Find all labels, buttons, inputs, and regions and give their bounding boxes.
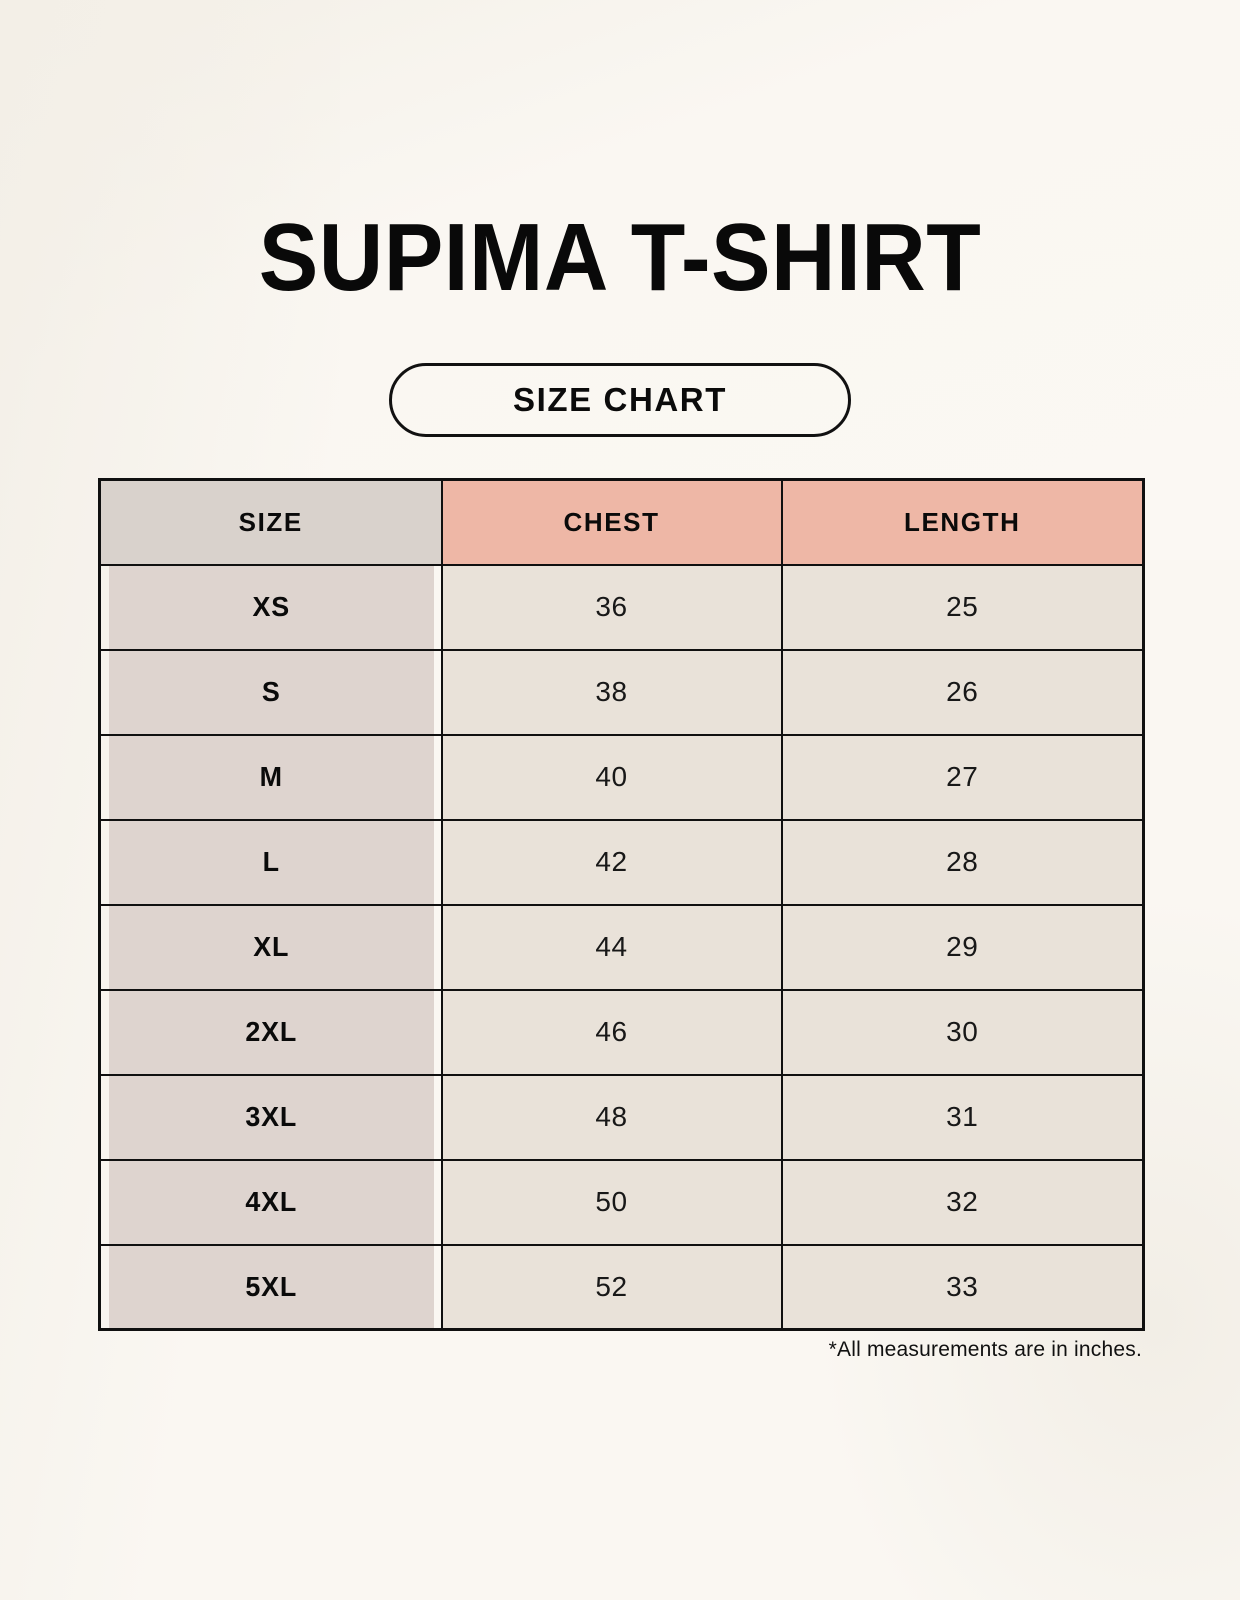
cell-length: 33 bbox=[780, 1243, 1145, 1331]
cell-length: 28 bbox=[780, 818, 1145, 906]
cell-size: 3XL bbox=[105, 1073, 436, 1161]
table-row: S 38 26 bbox=[100, 648, 1145, 736]
table-row: XS 36 25 bbox=[100, 563, 1145, 651]
cell-length: 32 bbox=[780, 1158, 1145, 1246]
cell-chest: 36 bbox=[440, 563, 783, 651]
size-table-container: SIZE CHEST LENGTH XS 36 25 S 38 26 M bbox=[98, 478, 1145, 1331]
cell-size: 5XL bbox=[105, 1243, 436, 1331]
cell-length: 30 bbox=[780, 988, 1145, 1076]
cell-length: 29 bbox=[780, 903, 1145, 991]
table-row: XL 44 29 bbox=[100, 903, 1145, 991]
cell-chest: 38 bbox=[440, 648, 783, 736]
cell-chest: 46 bbox=[440, 988, 783, 1076]
badge-row: SIZE CHART bbox=[0, 363, 1240, 437]
cell-length: 25 bbox=[780, 563, 1145, 651]
table-row: L 42 28 bbox=[100, 818, 1145, 906]
cell-size: 2XL bbox=[105, 988, 436, 1076]
table-row: M 40 27 bbox=[100, 733, 1145, 821]
cell-chest: 50 bbox=[440, 1158, 783, 1246]
table-row: 4XL 50 32 bbox=[100, 1158, 1145, 1246]
column-header-length: LENGTH bbox=[780, 478, 1145, 566]
measurement-footnote: *All measurements are in inches. bbox=[828, 1338, 1142, 1361]
cell-chest: 44 bbox=[440, 903, 783, 991]
cell-chest: 52 bbox=[440, 1243, 783, 1331]
cell-chest: 48 bbox=[440, 1073, 783, 1161]
cell-size: XS bbox=[105, 563, 436, 651]
size-table: SIZE CHEST LENGTH XS 36 25 S 38 26 M bbox=[98, 478, 1145, 1331]
cell-length: 27 bbox=[780, 733, 1145, 821]
size-chart-badge-label: SIZE CHART bbox=[513, 381, 727, 418]
size-table-head: SIZE CHEST LENGTH bbox=[98, 478, 1145, 566]
page-title: SUPIMA T-SHIRT bbox=[258, 204, 982, 311]
size-table-body: XS 36 25 S 38 26 M 40 27 L 42 28 bbox=[100, 563, 1145, 1331]
cell-size: L bbox=[105, 818, 436, 906]
table-header-row: SIZE CHEST LENGTH bbox=[98, 478, 1145, 566]
table-row: 5XL 52 33 bbox=[100, 1243, 1145, 1331]
size-chart-badge: SIZE CHART bbox=[389, 363, 851, 437]
cell-chest: 42 bbox=[440, 818, 783, 906]
table-row: 2XL 46 30 bbox=[100, 988, 1145, 1076]
cell-length: 31 bbox=[780, 1073, 1145, 1161]
cell-size: XL bbox=[105, 903, 436, 991]
cell-chest: 40 bbox=[440, 733, 783, 821]
table-row: 3XL 48 31 bbox=[100, 1073, 1145, 1161]
column-header-chest: CHEST bbox=[440, 478, 783, 566]
cell-length: 26 bbox=[780, 648, 1145, 736]
cell-size: 4XL bbox=[105, 1158, 436, 1246]
column-header-size: SIZE bbox=[98, 478, 443, 566]
cell-size: S bbox=[105, 648, 436, 736]
cell-size: M bbox=[105, 733, 436, 821]
